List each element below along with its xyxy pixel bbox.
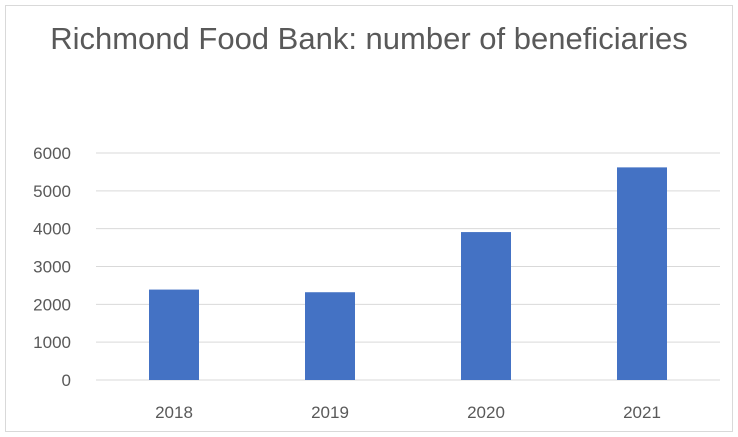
y-axis-ticks: 0 1000 2000 3000 4000 5000 6000 — [33, 144, 71, 390]
y-tick-label: 6000 — [33, 144, 71, 163]
y-tick-label: 4000 — [33, 220, 71, 239]
bar-2020 — [461, 232, 511, 380]
bar-2019 — [305, 292, 355, 380]
bar-2021 — [617, 167, 667, 380]
bar-2018 — [149, 289, 199, 380]
y-tick-label: 2000 — [33, 295, 71, 314]
y-tick-label: 0 — [62, 371, 71, 390]
x-tick-label: 2021 — [623, 403, 661, 422]
chart-title: Richmond Food Bank: number of beneficiar… — [50, 21, 688, 56]
x-tick-label: 2020 — [467, 403, 505, 422]
chart-area — [5, 5, 733, 432]
bars — [149, 167, 667, 380]
y-tick-label: 3000 — [33, 258, 71, 277]
x-axis-ticks: 2018 2019 2020 2021 — [155, 403, 661, 422]
x-tick-label: 2019 — [311, 403, 349, 422]
y-tick-label: 5000 — [33, 182, 71, 201]
x-tick-label: 2018 — [155, 403, 193, 422]
gridlines — [96, 152, 720, 381]
y-tick-label: 1000 — [33, 333, 71, 352]
